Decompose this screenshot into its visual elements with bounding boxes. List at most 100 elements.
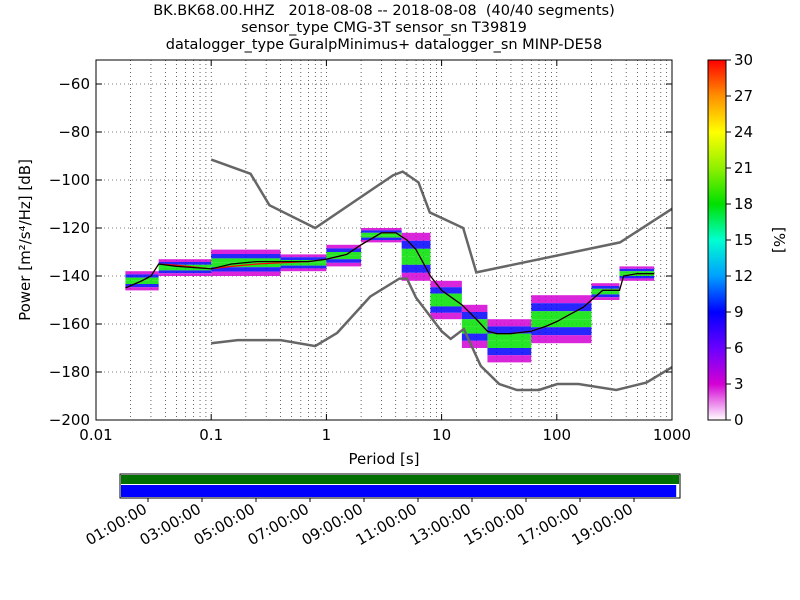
title-line-2: sensor_type CMG-3T sensor_sn T39819	[241, 20, 527, 36]
density-cell	[158, 273, 212, 276]
density-cell	[461, 326, 488, 334]
density-cell	[401, 248, 431, 257]
coverage-tick-label: 15:00:00	[461, 500, 528, 549]
density-cell	[326, 252, 362, 256]
y-tick-label: −120	[49, 219, 90, 237]
density-cell	[361, 232, 402, 236]
density-cell	[326, 248, 362, 252]
colorbar-tick-label: 9	[734, 303, 744, 321]
density-cell	[430, 312, 462, 320]
colorbar-tick-label: 12	[734, 267, 753, 285]
colorbar-tick-label: 24	[734, 123, 753, 141]
curves	[125, 158, 673, 392]
density-cell	[619, 276, 655, 279]
density-cell	[487, 340, 532, 348]
coverage-bar: 01:00:0003:00:0005:00:0007:00:0009:00:00…	[83, 473, 681, 549]
density-cell	[531, 335, 592, 344]
colorbar-ticks: 0 3 6 9 12 15 18 21 24 27 30	[726, 51, 753, 429]
density-cell	[619, 278, 655, 281]
density-cell	[401, 272, 431, 281]
y-tick-label: −180	[49, 363, 90, 381]
density-cell	[461, 340, 488, 348]
density-cell	[326, 262, 362, 267]
density-cell	[531, 319, 592, 328]
x-tick-label: 10	[432, 426, 451, 444]
density-cell	[461, 319, 488, 327]
x-tick-label: 1	[322, 426, 332, 444]
density-cell	[361, 237, 402, 240]
coverage-tick-label: 03:00:00	[137, 500, 204, 549]
nhnm-curve	[210, 158, 673, 274]
colorbar-gradient	[707, 59, 727, 421]
density-cell	[591, 283, 620, 286]
nlnm-curve	[211, 277, 673, 392]
y-ticks: −200 −180 −160 −140 −120 −100 −80 −60	[49, 75, 672, 429]
density-cell	[401, 240, 431, 249]
x-ticks: 0.01 0.1 1 10 100 1000	[79, 60, 691, 444]
x-tick-label: 1000	[653, 426, 691, 444]
density-cell	[158, 262, 212, 265]
density-cell	[326, 244, 362, 249]
x-tick-label: 100	[542, 426, 571, 444]
density-cell	[487, 333, 532, 341]
density-cell	[531, 303, 592, 312]
y-tick-label: −160	[49, 315, 90, 333]
density-cell	[158, 259, 212, 262]
density-cell	[211, 254, 281, 259]
density-cell	[461, 333, 488, 341]
y-tick-label: −140	[49, 267, 90, 285]
title-line-3: datalogger_type GuralpMinimus+ datalogge…	[165, 37, 603, 53]
density-cell	[211, 267, 281, 272]
density-cell	[591, 291, 620, 295]
density-cell	[211, 249, 281, 254]
coverage-tick-label: 01:00:00	[83, 500, 150, 549]
density-cell	[125, 271, 159, 275]
plot-frame	[95, 59, 673, 421]
coverage-tick-label: 05:00:00	[191, 500, 258, 549]
density-cell	[361, 240, 402, 243]
density-cell	[531, 327, 592, 336]
x-tick-label: 0.01	[79, 426, 112, 444]
coverage-tick-label: 13:00:00	[407, 500, 474, 549]
colorbar-tick-label: 3	[734, 375, 744, 393]
density-cell	[158, 267, 212, 271]
density-cell	[125, 280, 159, 284]
density-cell	[125, 287, 159, 291]
colorbar-tick-label: 27	[734, 87, 753, 105]
coverage-data-strip	[121, 485, 677, 497]
density-cell	[461, 312, 488, 320]
density-cell	[280, 254, 327, 258]
density-cell	[430, 280, 462, 288]
density-cell	[430, 306, 462, 313]
y-tick-label: −100	[49, 171, 90, 189]
density-cell	[211, 258, 281, 263]
coverage-tick-label: 19:00:00	[569, 500, 636, 549]
density-cell	[125, 277, 159, 281]
density-cell	[531, 311, 592, 320]
colorbar-tick-label: 18	[734, 195, 753, 213]
density-cell	[591, 286, 620, 289]
density-cell	[326, 259, 362, 263]
density-cell	[619, 273, 655, 276]
density-cell	[619, 266, 655, 269]
density-cell	[280, 262, 327, 266]
coverage-tick-label: 09:00:00	[299, 500, 366, 549]
coverage-ticks: 01:00:0003:00:0005:00:0007:00:0009:00:00…	[83, 498, 636, 549]
x-axis-label: Period [s]	[348, 450, 419, 468]
density-cell	[401, 264, 431, 273]
density-cell	[430, 287, 462, 294]
density-cell	[280, 265, 327, 269]
colorbar-tick-label: 15	[734, 231, 753, 249]
y-tick-label: −80	[58, 123, 90, 141]
density-cell	[619, 268, 655, 272]
density-cell	[158, 270, 212, 274]
density-cell	[487, 355, 532, 363]
density-cell	[430, 300, 462, 307]
colorbar: 0 3 6 9 12 15 18 21 24 27 30 [%]	[707, 51, 788, 429]
colorbar-label: [%]	[770, 227, 788, 253]
colorbar-tick-label: 21	[734, 159, 753, 177]
colorbar-tick-label: 0	[734, 411, 744, 429]
density-cell	[487, 326, 532, 334]
density-cell	[361, 230, 402, 233]
